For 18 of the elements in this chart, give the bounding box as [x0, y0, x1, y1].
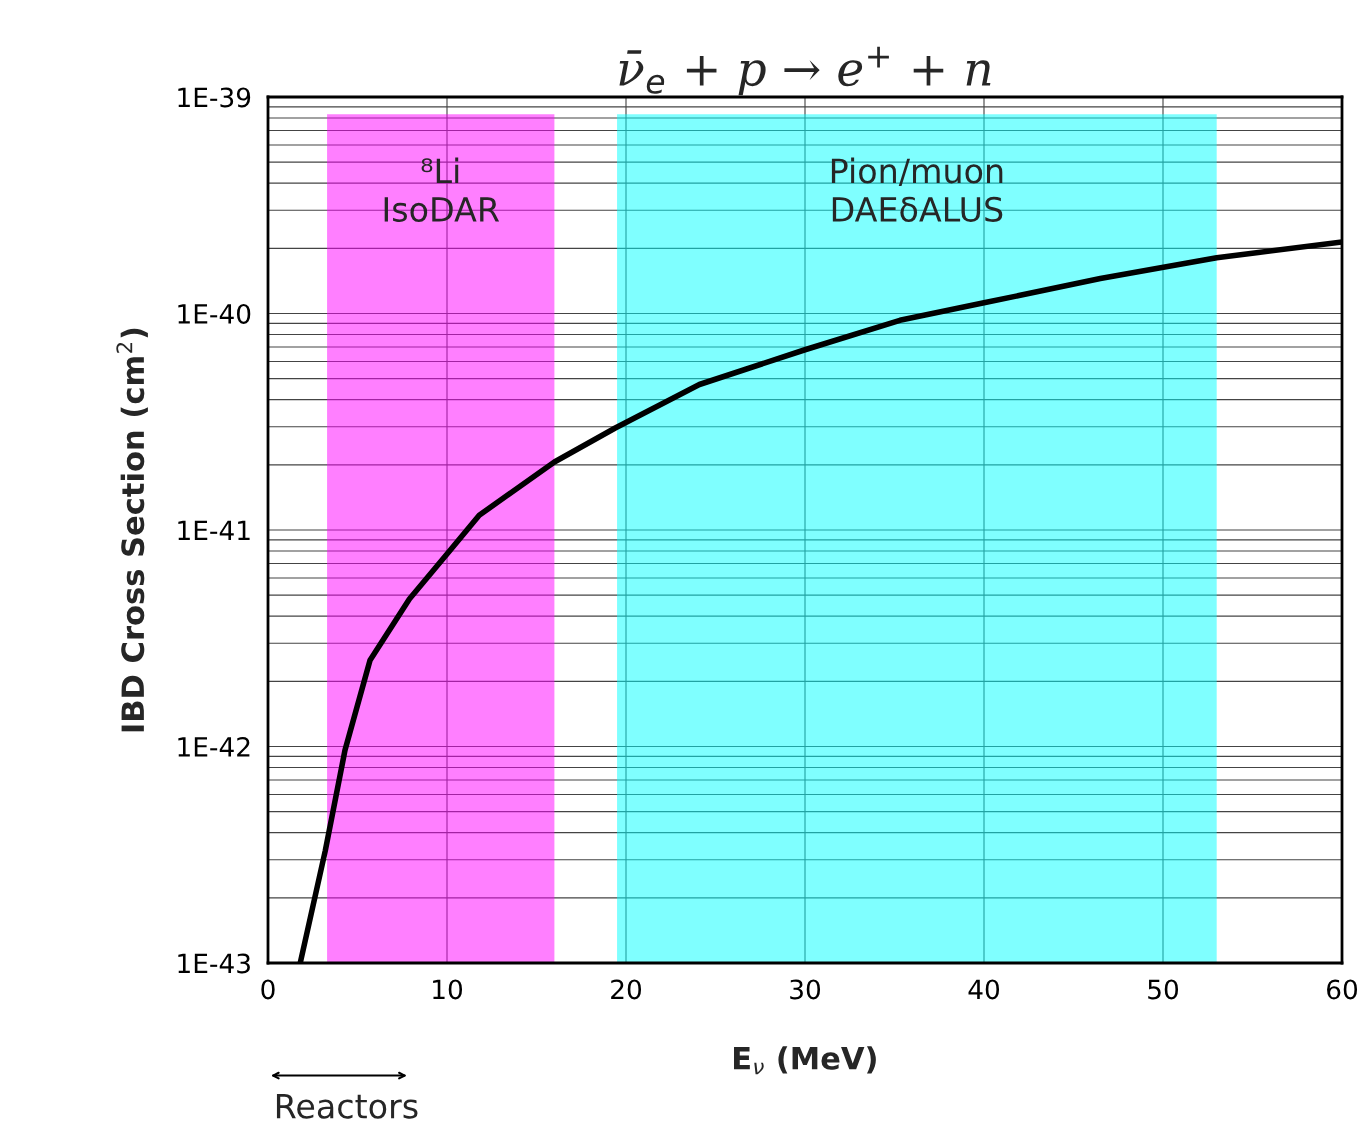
y-tick-label: 1E-39	[178, 87, 251, 108]
x-tick-label: 20	[611, 979, 642, 1000]
band-label: ⁸Li IsoDAR	[384, 157, 500, 223]
band-label: Pion/muon DAEδALUS	[831, 157, 1003, 223]
y-tick-label: 1E-41	[178, 520, 250, 541]
y-tick-label: 1E-42	[178, 736, 250, 757]
text: Reactors	[276, 1093, 418, 1119]
x-tick-label: 0	[261, 979, 275, 1000]
chart-title: ν̄$_{e}$ + p → e$^{+}$ + n	[619, 46, 991, 96]
x-tick-label: 40	[968, 979, 1000, 1000]
x-tick-label: 50	[1148, 979, 1179, 1000]
x-axis-title: E$_{ν}$ (MeV)	[734, 1046, 876, 1075]
y-axis-title: IBD Cross Section (cm$^{2}$)	[116, 328, 148, 732]
y-tick-label: 1E-43	[178, 953, 250, 974]
x-tick-label: 30	[790, 979, 821, 1000]
y-tick-label: 1E-40	[178, 303, 251, 324]
x-tick-label: 10	[433, 979, 463, 1000]
x-tick-label: 60	[1327, 979, 1358, 1000]
